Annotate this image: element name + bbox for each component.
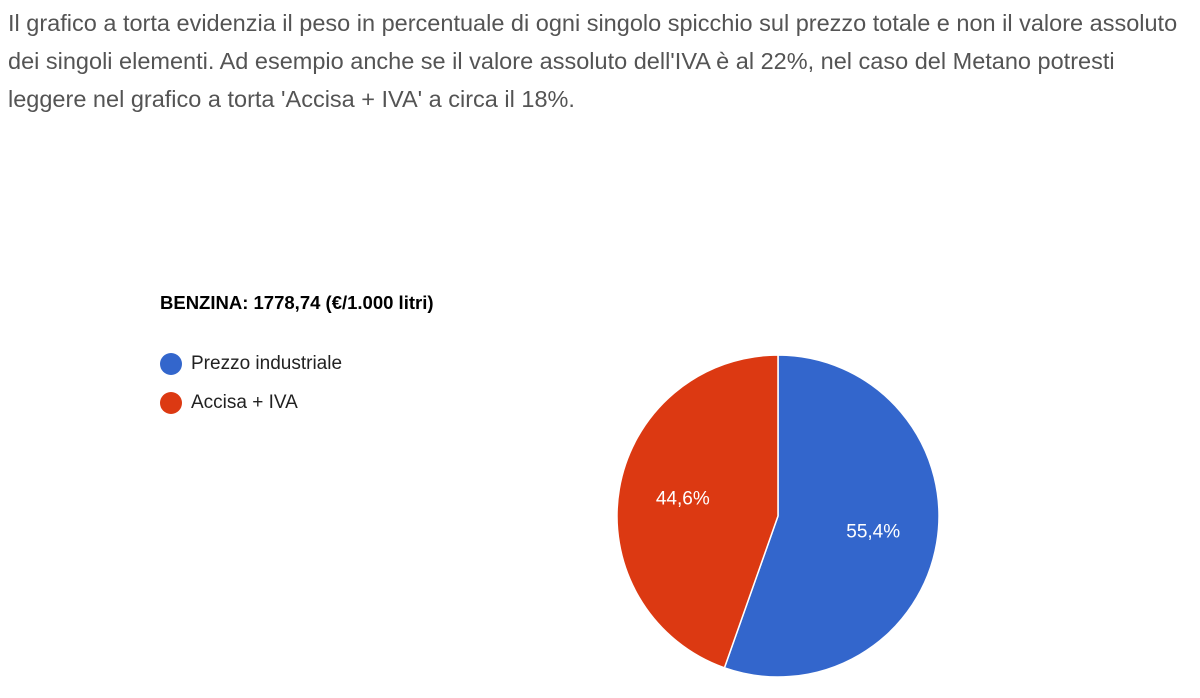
- slice-label-0: 55,4%: [846, 521, 900, 542]
- legend-item-accisa-iva: Accisa + IVA: [160, 389, 342, 416]
- pie-slice-1: [616, 354, 779, 669]
- legend-swatch: [160, 352, 182, 375]
- legend-swatch: [160, 391, 182, 414]
- chart-title: BENZINA: 1778,74 (€/1.000 litri): [160, 292, 434, 313]
- intro-paragraph: Il grafico a torta evidenzia il peso in …: [8, 10, 1178, 112]
- legend-label: Accisa + IVA: [191, 391, 298, 413]
- slice-label-1: 44,6%: [656, 489, 710, 510]
- legend-item-prezzo-industriale: Prezzo industriale: [160, 350, 342, 377]
- legend-label: Prezzo industriale: [191, 352, 343, 374]
- chart-legend: Prezzo industriale Accisa + IVA: [160, 350, 342, 428]
